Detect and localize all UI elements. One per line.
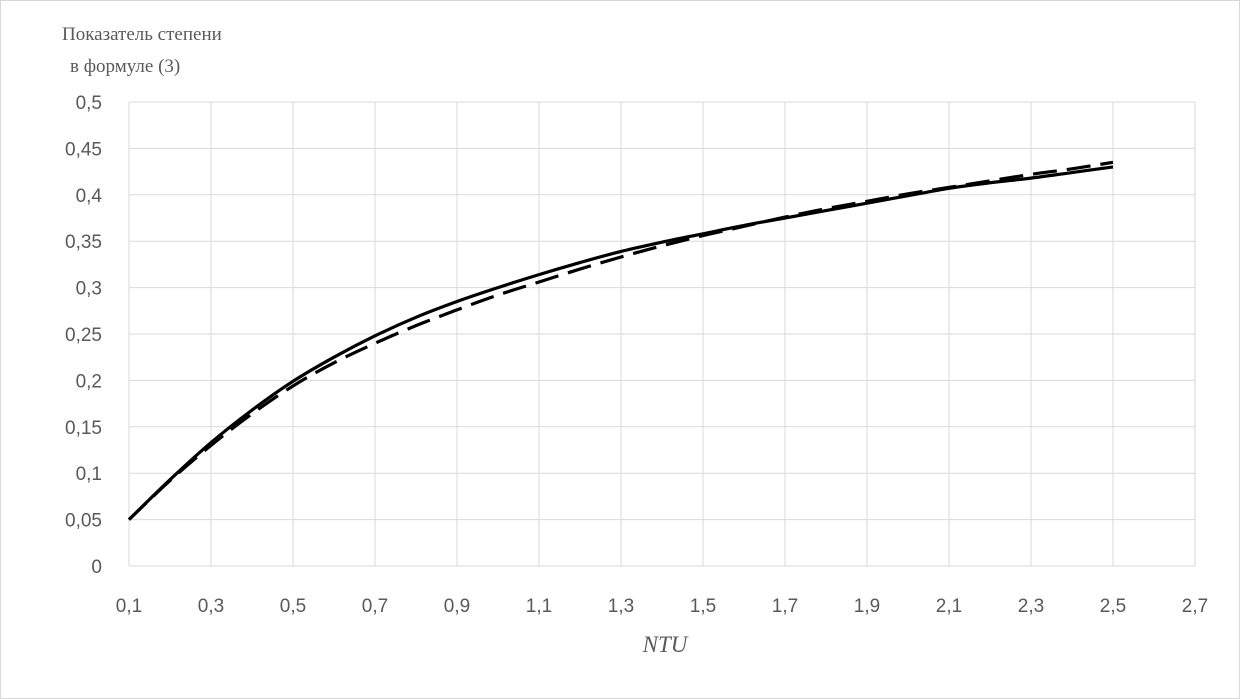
series-lines xyxy=(127,160,1114,521)
x-tick-label: 1,9 xyxy=(854,596,880,617)
x-tick-label: 2,3 xyxy=(1018,596,1044,617)
x-tick-label: 2,5 xyxy=(1100,596,1126,617)
grid-lines xyxy=(128,101,1196,567)
y-tick-label: 0 xyxy=(91,557,102,578)
y-axis-label-line-2: в формуле (3) xyxy=(70,56,180,77)
series-line-dashed xyxy=(127,160,1114,521)
x-tick-label: 0,9 xyxy=(444,596,470,617)
x-tick-label: 0,1 xyxy=(116,596,142,617)
x-tick-label: 2,7 xyxy=(1182,596,1208,617)
y-tick-label: 0,1 xyxy=(76,464,102,485)
y-tick-label: 0,3 xyxy=(76,279,102,300)
x-tick-label: 0,7 xyxy=(362,596,388,617)
x-tick-label: 1,3 xyxy=(608,596,634,617)
x-tick-label: 0,3 xyxy=(198,596,224,617)
x-tick-label: 1,7 xyxy=(772,596,798,617)
x-tick-label: 0,5 xyxy=(280,596,306,617)
y-axis-label-line-1: Показатель степени xyxy=(62,24,222,45)
x-tick-label: 2,1 xyxy=(936,596,962,617)
y-tick-label: 0,2 xyxy=(76,371,102,392)
y-tick-label: 0,15 xyxy=(65,418,102,439)
tick-labels: 0,1 0,3 0,5 0,7 0,9 1,1 1,3 1,5 1,7 1,9 2,1 2,3 2,5 2… xyxy=(65,93,1208,617)
y-tick-label: 0,05 xyxy=(65,511,102,532)
y-tick-label: 0,45 xyxy=(65,139,102,160)
y-tick-label: 0,35 xyxy=(65,232,102,253)
y-tick-label: 0,25 xyxy=(65,325,102,346)
x-tick-label: 1,5 xyxy=(690,596,716,617)
x-tick-label: 1,1 xyxy=(526,596,552,617)
y-tick-label: 0,4 xyxy=(76,186,103,207)
x-axis-label: NTU xyxy=(642,632,689,657)
y-tick-label: 0,5 xyxy=(76,93,102,114)
